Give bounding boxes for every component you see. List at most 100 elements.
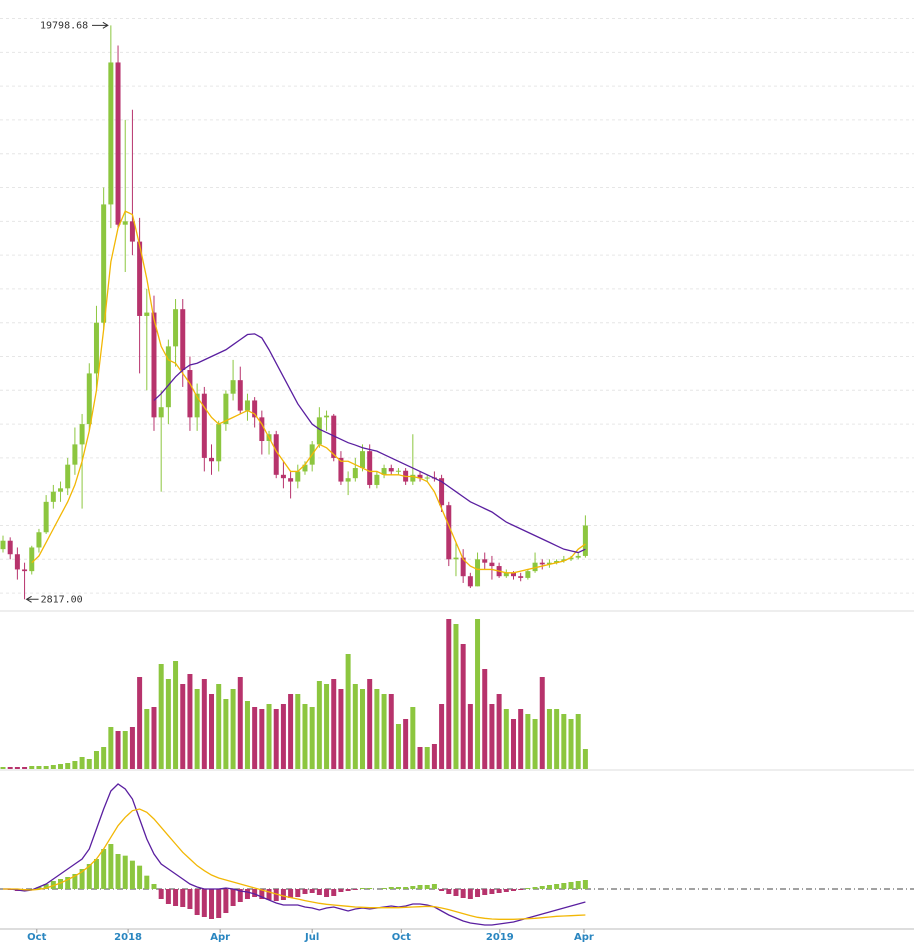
- macd-histogram-bar: [403, 887, 409, 889]
- macd-histogram-bar: [86, 864, 92, 889]
- volume-bar: [280, 704, 286, 769]
- macd-histogram-bar: [259, 889, 265, 899]
- macd-histogram-bar: [546, 885, 552, 889]
- candle-body: [244, 400, 250, 411]
- volume-bar: [86, 759, 92, 769]
- macd-histogram-bar: [151, 884, 157, 889]
- line-series: [3, 783, 586, 926]
- candle-body: [144, 312, 150, 316]
- macd-histogram-bar: [158, 889, 164, 899]
- candle-body: [7, 540, 13, 555]
- macd-histogram-bar: [475, 889, 481, 897]
- candle-body: [194, 393, 200, 418]
- volume-bar: [381, 694, 387, 769]
- candle-body: [79, 424, 85, 445]
- volume-bar: [489, 704, 495, 769]
- candle-body: [568, 557, 574, 560]
- candle-body: [108, 62, 114, 205]
- volume-bar: [14, 767, 20, 769]
- volume-bar: [295, 694, 301, 769]
- candle-body: [180, 309, 186, 371]
- candle-body: [388, 468, 394, 472]
- candle-body: [0, 540, 6, 550]
- candle-body: [223, 393, 229, 425]
- candle-body: [338, 457, 344, 482]
- macd-histogram-bar: [101, 849, 107, 889]
- volume-bar: [108, 727, 114, 769]
- volume-bar: [115, 731, 121, 769]
- candle-body: [475, 559, 481, 587]
- macd-histogram-bar: [302, 889, 308, 894]
- volume-bar: [43, 766, 49, 769]
- macd-histogram-bar: [489, 889, 495, 894]
- volume-bar: [129, 727, 135, 769]
- candle-body: [546, 562, 552, 565]
- volume-bar: [374, 689, 380, 769]
- volume-bar: [532, 719, 538, 769]
- volume-bar: [582, 749, 588, 769]
- volume-bar: [151, 707, 157, 769]
- candle-body: [295, 471, 301, 482]
- candle-body: [532, 562, 538, 572]
- candle-body: [137, 241, 143, 316]
- volume-bar: [158, 664, 164, 769]
- candle-body: [453, 557, 459, 560]
- volume-bar: [446, 619, 452, 769]
- candle-body: [65, 464, 71, 489]
- macd-histogram-bar: [424, 885, 430, 889]
- volume-bar: [165, 679, 171, 769]
- volume-bar: [259, 709, 265, 769]
- candle-body: [151, 312, 157, 418]
- macd-histogram-bar: [237, 889, 243, 902]
- candle-body: [360, 451, 365, 469]
- volume-bar: [345, 654, 351, 769]
- volume-bar: [561, 714, 567, 769]
- candle-body: [230, 380, 236, 394]
- volume-bar: [309, 707, 315, 769]
- volume-bar: [144, 709, 150, 769]
- volume-bar: [302, 704, 308, 769]
- macd-histogram-bar: [338, 889, 344, 892]
- volume-bar: [101, 747, 107, 769]
- macd-histogram-bar: [137, 865, 143, 889]
- macd-histogram-bar: [503, 889, 509, 892]
- volume-bar: [460, 644, 466, 769]
- macd-histogram-bar: [144, 875, 150, 889]
- candle-body: [367, 451, 373, 485]
- macd-histogram-bar: [122, 855, 128, 889]
- volume-bar: [180, 684, 186, 769]
- candle-body: [29, 547, 35, 572]
- volume-bar: [50, 765, 56, 769]
- volume-bar: [510, 719, 516, 769]
- macd-histogram-bar: [410, 886, 416, 889]
- volume-bar: [575, 714, 581, 769]
- volume-bar: [367, 679, 373, 769]
- macd-histogram-bar: [58, 879, 64, 889]
- macd-histogram-bar: [496, 889, 502, 893]
- macd-histogram-bar: [539, 886, 545, 889]
- macd-histogram-bar: [568, 882, 574, 889]
- volume-bar: [525, 714, 531, 769]
- candle-body: [259, 417, 265, 442]
- macd-histogram-bar: [165, 889, 171, 904]
- macd-histogram-bar: [266, 889, 272, 900]
- macd-histogram-bar: [295, 889, 301, 897]
- volume-bar: [29, 766, 35, 769]
- volume-bar: [216, 684, 222, 769]
- volume-bar: [79, 757, 85, 769]
- macd-histogram-bar: [115, 854, 121, 889]
- macd-histogram-bar: [309, 889, 315, 893]
- volume-bar: [244, 701, 250, 769]
- volume-bar: [223, 699, 229, 769]
- candle-body: [58, 488, 64, 492]
- line-series: [3, 808, 586, 920]
- candle-body: [345, 478, 351, 482]
- macd-histogram-bar: [482, 889, 488, 895]
- x-tick-label: Oct: [27, 932, 46, 943]
- volume-bar: [410, 707, 416, 769]
- macd-histogram-bar: [532, 887, 538, 889]
- macd-histogram-bar: [582, 880, 588, 889]
- macd-histogram-bar: [345, 889, 351, 891]
- macd-histogram-bar: [395, 887, 401, 889]
